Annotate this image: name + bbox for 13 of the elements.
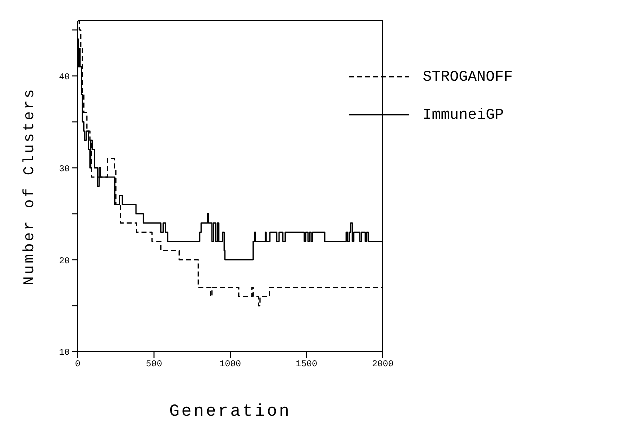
legend-label: STROGANOFF — [423, 68, 514, 86]
y-tick-label: 30 — [59, 164, 70, 174]
x-tick-label: 0 — [75, 359, 81, 370]
legend-label: ImmuneiGP — [423, 106, 504, 124]
x-tick-label: 1000 — [220, 359, 242, 370]
y-tick-label: 10 — [59, 348, 70, 358]
x-tick-label: 1500 — [296, 359, 318, 370]
x-tick-label: 2000 — [372, 359, 394, 370]
x-tick-label: 500 — [146, 359, 162, 370]
y-tick-label: 40 — [59, 72, 70, 82]
x-axis-title: Generation — [169, 403, 292, 422]
y-tick-label: 20 — [59, 256, 70, 266]
y-axis-title: Number of Clusters — [21, 87, 38, 286]
